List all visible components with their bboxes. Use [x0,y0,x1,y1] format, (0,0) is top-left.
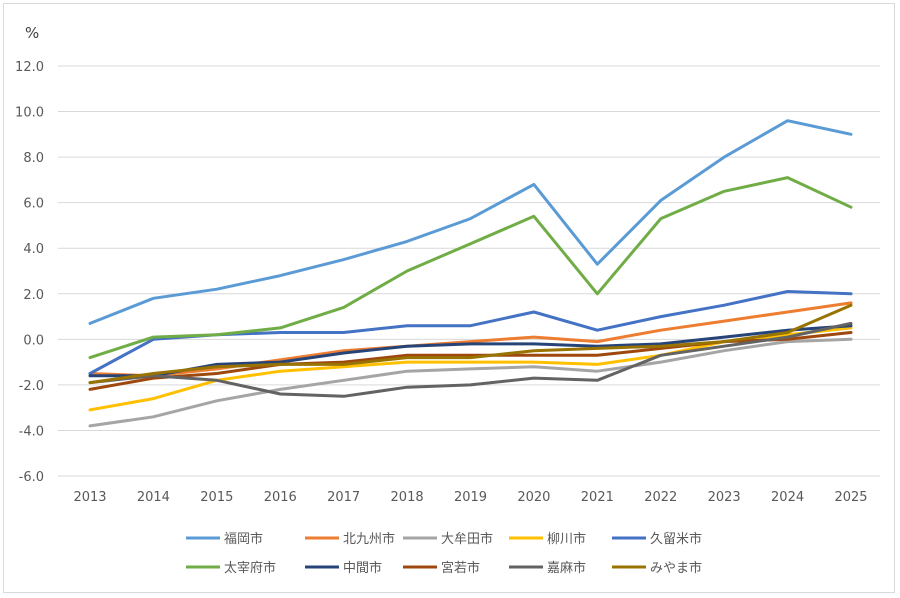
legend-label: 大牟田市 [441,531,493,547]
y-tick-label: 2.0 [23,288,44,303]
legend-label: 福岡市 [224,531,263,547]
x-tick-label: 2019 [454,490,487,505]
x-tick-label: 2023 [708,490,741,505]
series-line-5 [88,176,853,360]
x-tick-label: 2022 [644,490,677,505]
legend-label: 北九州市 [343,531,395,547]
legend-label: 久留米市 [650,531,702,547]
x-tick-label: 2018 [391,490,424,505]
series-line-6 [88,324,853,378]
y-tick-label: -6.0 [19,470,44,485]
y-tick-label: 6.0 [23,197,44,212]
x-tick-label: 2017 [327,490,360,505]
y-tick-label: -2.0 [19,379,44,394]
y-tick-label: 8.0 [23,151,44,166]
x-tick-label: 2016 [264,490,297,505]
y-axis-unit-label: % [25,24,39,42]
x-tick-label: 2015 [200,490,233,505]
legend-label: 中間市 [343,560,382,576]
legend-label: みやま市 [650,560,702,576]
series-line-2 [88,337,853,428]
x-tick-labels: 2013 2014 2015 2016 2017 2018 2019 2020 2021 2022… [73,490,867,505]
y-tick-label: -4.0 [19,424,44,439]
series-line-1 [88,301,853,378]
legend-label: 柳川市 [547,531,586,547]
x-tick-label: 2025 [834,490,867,505]
legend-label: 嘉麻市 [547,560,586,576]
y-tick-label: 4.0 [23,242,44,257]
x-tick-label: 2020 [517,490,550,505]
y-tick-labels: -6.0 -4.0 -2.0 0.0 2.0 4.0 6.0 8.0 10.0 12.0 [15,60,44,485]
y-tick-label: 12.0 [15,60,44,75]
x-tick-label: 2024 [771,490,804,505]
series-lines [88,119,853,428]
series-line-0 [88,119,853,325]
series-line-9 [88,303,853,385]
y-tick-label: 10.0 [15,106,44,121]
x-tick-label: 2021 [581,490,614,505]
series-line-8 [88,321,853,398]
y-tick-label: 0.0 [23,333,44,348]
legend-label: 宮若市 [441,560,480,576]
legend-label: 太宰府市 [224,560,276,576]
x-tick-label: 2014 [137,490,170,505]
x-tick-label: 2013 [73,490,106,505]
gridlines [58,65,880,477]
